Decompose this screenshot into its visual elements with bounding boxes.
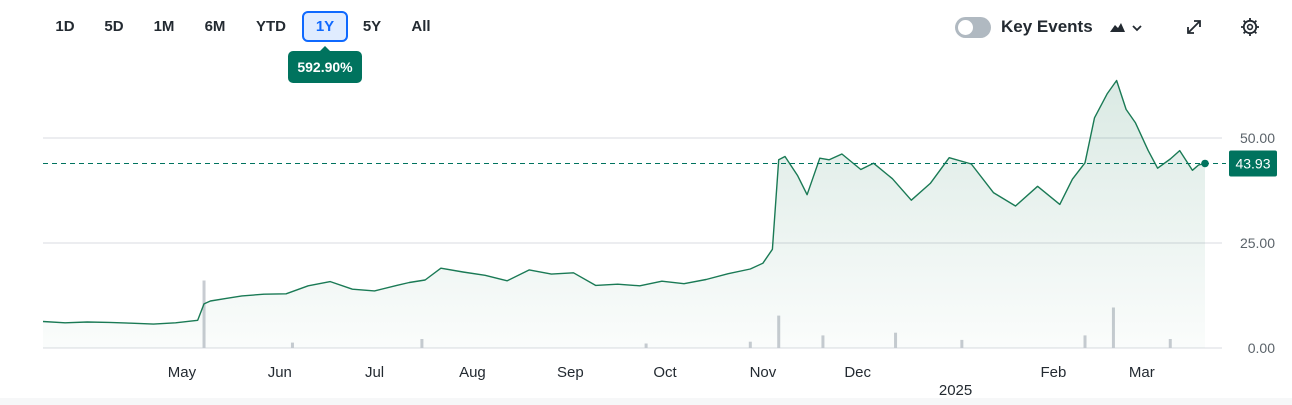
chart-toolbar: 1D 5D 1M 6M YTD 1Y 5Y All Key Events [0, 0, 1292, 56]
x-tick-label: Sep [557, 364, 584, 381]
x-tick-label: Mar [1129, 364, 1155, 381]
range-button-6m[interactable]: 6M [204, 18, 226, 35]
x-tick-label: Nov [750, 364, 777, 381]
period-return-value: 592.90% [297, 59, 353, 75]
range-button-ytd[interactable]: YTD [256, 18, 286, 35]
x-tick-label: Feb [1041, 364, 1067, 381]
expand-button[interactable] [1183, 16, 1205, 38]
footer-strip [0, 398, 1292, 405]
year-label: 2025 [939, 382, 972, 399]
current-price-dot [1201, 159, 1209, 168]
current-price-tag [1229, 150, 1277, 177]
range-button-1d[interactable]: 1D [55, 18, 75, 35]
mountain-chart-icon [1110, 23, 1125, 32]
chevron-down-icon [1132, 25, 1142, 32]
x-tick-label: Aug [459, 364, 486, 381]
chart-type-button[interactable] [1108, 16, 1148, 40]
settings-button[interactable] [1239, 16, 1261, 38]
range-button-all[interactable]: All [411, 18, 431, 35]
current-price-label: 43.93 [1235, 155, 1270, 171]
gear-icon [1241, 18, 1259, 36]
x-tick-label: Jun [268, 364, 292, 381]
y-tick-label: 25.00 [1240, 235, 1275, 251]
range-button-5y[interactable]: 5Y [362, 18, 382, 35]
key-events-label: Key Events [1001, 17, 1093, 36]
period-return-badge: 592.90% [288, 46, 362, 83]
range-button-1m[interactable]: 1M [153, 18, 175, 35]
y-tick-label: 0.00 [1248, 340, 1275, 356]
x-tick-label: Oct [653, 364, 677, 381]
x-tick-label: May [168, 364, 197, 381]
range-button-5d[interactable]: 5D [104, 18, 124, 35]
x-tick-label: Dec [844, 364, 871, 381]
price-line [42, 79, 1206, 325]
price-area [43, 80, 1205, 348]
key-events-toggle[interactable] [955, 17, 991, 38]
badge-caret [319, 46, 331, 52]
x-tick-label: Jul [365, 364, 384, 381]
range-button-1y[interactable]: 1Y [302, 11, 348, 42]
y-tick-label: 50.00 [1240, 130, 1275, 146]
expand-icon [1187, 20, 1201, 34]
toggle-knob [958, 20, 973, 35]
